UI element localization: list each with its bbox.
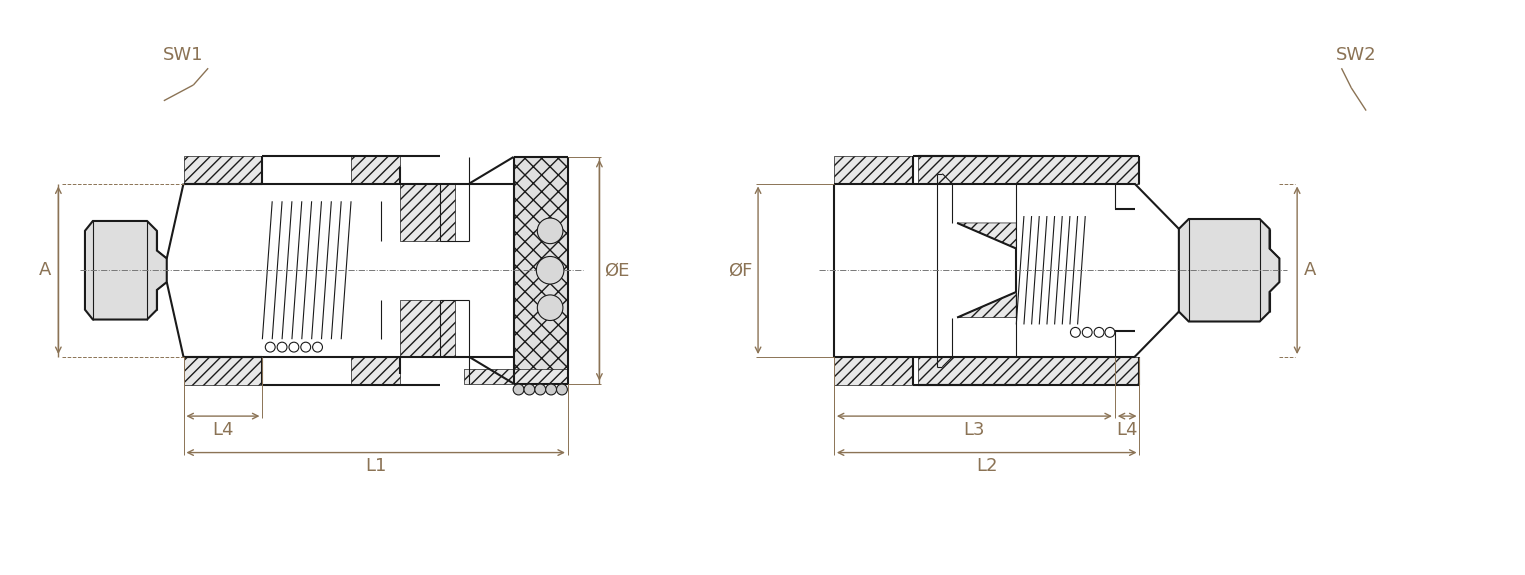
Text: ØF: ØF — [727, 261, 752, 279]
Text: L2: L2 — [976, 457, 997, 476]
Polygon shape — [834, 156, 913, 183]
Polygon shape — [465, 369, 567, 384]
Polygon shape — [401, 183, 454, 241]
Polygon shape — [183, 357, 262, 385]
Polygon shape — [958, 292, 1016, 317]
Circle shape — [537, 295, 563, 320]
Text: A: A — [40, 261, 52, 279]
Polygon shape — [958, 223, 1016, 248]
Polygon shape — [918, 357, 1139, 385]
Text: ØE: ØE — [604, 261, 630, 279]
Text: SW2: SW2 — [1336, 47, 1377, 64]
Circle shape — [525, 384, 535, 395]
Circle shape — [535, 384, 546, 395]
Circle shape — [546, 384, 557, 395]
Polygon shape — [401, 300, 454, 357]
Polygon shape — [85, 221, 166, 320]
Polygon shape — [1179, 219, 1279, 321]
Circle shape — [557, 384, 567, 395]
Circle shape — [537, 256, 564, 284]
Circle shape — [537, 218, 563, 244]
Text: SW1: SW1 — [163, 47, 204, 64]
Text: L4: L4 — [1116, 421, 1138, 439]
Text: L4: L4 — [212, 421, 233, 439]
Polygon shape — [514, 157, 567, 384]
Polygon shape — [834, 357, 913, 385]
Text: A: A — [1304, 261, 1316, 279]
Polygon shape — [351, 156, 401, 183]
Polygon shape — [351, 357, 401, 385]
Text: L3: L3 — [964, 421, 985, 439]
Circle shape — [514, 384, 525, 395]
Text: L1: L1 — [364, 457, 386, 476]
Polygon shape — [183, 156, 262, 183]
Polygon shape — [918, 156, 1139, 183]
